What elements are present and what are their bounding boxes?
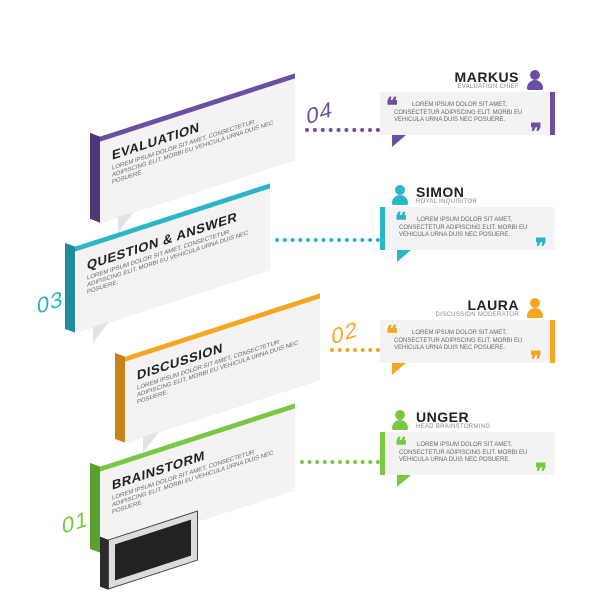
- quote-text: LOREM IPSUM DOLOR SIT AMET, CONSECTETUR …: [394, 330, 536, 353]
- quote-card-unger: UNGERHEAD BRAINSTORMING ❝LOREM IPSUM DOLO…: [380, 410, 555, 475]
- quote-open-icon: ❝: [395, 217, 407, 226]
- connector-dots: [275, 238, 380, 242]
- connector-dots: [330, 348, 380, 352]
- quote-close-icon: ❞: [535, 243, 547, 252]
- avatar-icon: [525, 70, 545, 90]
- quote-text: LOREM IPSUM DOLOR SIT AMET, CONSECTETUR …: [394, 102, 536, 125]
- person-role: HEAD BRAINSTORMING: [416, 424, 490, 430]
- step-number: 01: [62, 505, 88, 540]
- avatar-icon: [390, 410, 410, 430]
- connector-dots: [305, 128, 380, 132]
- quote-text: LOREM IPSUM DOLOR SIT AMET, CONSECTETUR …: [399, 217, 541, 240]
- person-name: SIMON: [416, 185, 477, 199]
- connector-dots: [300, 460, 380, 464]
- quote-card-markus: MARKUSEVALUATION CHIEF ❝LOREM IPSUM DOLOR…: [380, 70, 555, 135]
- step-number: 04: [307, 96, 333, 131]
- quote-open-icon: ❝: [395, 442, 407, 451]
- infographic-stage: 01BRAINSTORMLOREM IPSUM DOLOR SIT AMET, …: [0, 0, 600, 600]
- person-name: LAURA: [436, 298, 519, 312]
- quote-close-icon: ❞: [530, 128, 542, 137]
- avatar-icon: [525, 298, 545, 318]
- person-role: ROYAL INQUISITOR: [416, 199, 477, 205]
- quote-open-icon: ❝: [386, 330, 398, 339]
- avatar-icon: [390, 185, 410, 205]
- person-name: UNGER: [416, 410, 490, 424]
- quote-open-icon: ❝: [386, 102, 398, 111]
- quote-text: LOREM IPSUM DOLOR SIT AMET, CONSECTETUR …: [399, 442, 541, 465]
- person-role: EVALUATION CHIEF: [455, 84, 519, 90]
- step-number: 03: [37, 285, 63, 320]
- person-role: DISCUSSION MODERATOR: [436, 312, 519, 318]
- person-name: MARKUS: [455, 70, 519, 84]
- quote-close-icon: ❞: [535, 468, 547, 477]
- quote-card-simon: SIMONROYAL INQUISITOR ❝LOREM IPSUM DOLOR …: [380, 185, 555, 250]
- quote-close-icon: ❞: [530, 356, 542, 365]
- quote-card-laura: LAURADISCUSSION MODERATOR ❝LOREM IPSUM DO…: [380, 298, 555, 363]
- step-number: 02: [332, 316, 358, 351]
